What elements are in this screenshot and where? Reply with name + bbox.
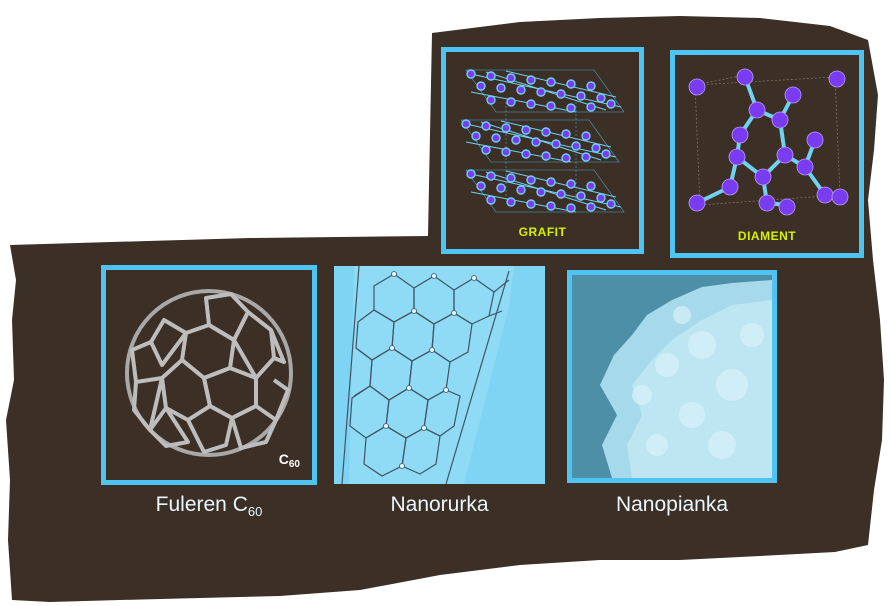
fullerene-panel: C60 bbox=[101, 265, 317, 485]
nanofoam-caption: Nanopianka bbox=[615, 493, 729, 516]
nanotube-panel bbox=[334, 266, 545, 484]
diamond-label: DIAMENT bbox=[737, 229, 797, 243]
c60-label-subscript: 60 bbox=[288, 459, 300, 470]
graphite-structure-image bbox=[460, 69, 625, 213]
graphite-layer bbox=[460, 69, 625, 213]
c60-label-text: C bbox=[278, 451, 289, 467]
fullerene-caption-text: Fuleren C bbox=[155, 493, 248, 516]
c60-label: C60 bbox=[279, 451, 300, 470]
graphite-panel: GRAFIT bbox=[441, 47, 644, 254]
fullerene-caption: Fuleren C60 bbox=[101, 493, 317, 519]
diamond-panel: DIAMENT bbox=[670, 50, 864, 258]
graphite-label: GRAFIT bbox=[518, 225, 567, 239]
fullerene-image bbox=[125, 289, 293, 457]
fullerene-caption-subscript: 60 bbox=[247, 504, 263, 519]
nanotube-caption: Nanorurka bbox=[390, 493, 489, 516]
diamond-structure-image bbox=[688, 68, 849, 216]
nanofoam-panel bbox=[567, 270, 777, 483]
nanofoam-image bbox=[572, 275, 772, 478]
nanotube-image bbox=[334, 266, 545, 484]
